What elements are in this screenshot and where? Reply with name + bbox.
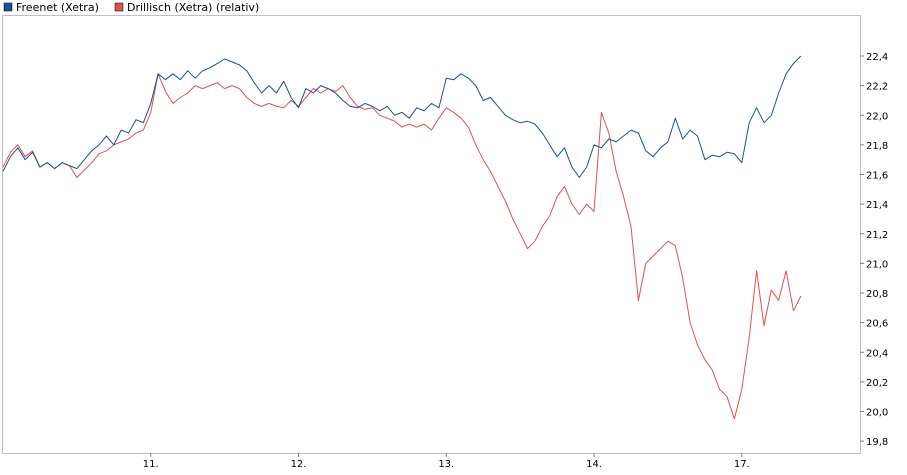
y-tick-label: 20,6 (866, 319, 888, 330)
x-tick-label: 13. (438, 459, 454, 470)
x-tick-label: 14. (586, 459, 602, 470)
y-tick-label: 19,8 (866, 437, 888, 448)
y-tick-label: 21,8 (866, 141, 888, 152)
legend-item-freenet[interactable]: Freenet (Xetra) (3, 1, 99, 14)
series-line-freenet (2, 55, 802, 178)
x-tick-label: 12. (291, 459, 307, 470)
legend-swatch-freenet (3, 2, 13, 12)
y-tick-label: 20,0 (866, 408, 888, 419)
y-tick-label: 21,6 (866, 171, 888, 182)
legend-swatch-drillisch (114, 2, 124, 12)
y-tick-label: 22,2 (866, 82, 888, 93)
y-tick-label: 21,4 (866, 200, 888, 211)
series-line-drillisch (2, 73, 802, 420)
legend-label-drillisch: Drillisch (Xetra) (relativ) (127, 1, 259, 14)
x-axis: 11. 12. 13. 14. 17. (143, 453, 750, 470)
x-tick-label: 11. (143, 459, 159, 470)
legend: Freenet (Xetra) Drillisch (Xetra) (relat… (3, 1, 259, 14)
y-axis: 22,4 22,2 22,0 21,8 21,6 21,4 21,2 21,0 20,8 20,6… (860, 52, 888, 448)
series-layer (2, 55, 802, 420)
x-tick-label: 17. (734, 459, 750, 470)
y-tick-label: 21,0 (866, 259, 888, 270)
y-tick-label: 20,2 (866, 378, 888, 389)
y-tick-label: 22,0 (866, 111, 888, 122)
y-tick-label: 22,4 (866, 52, 888, 63)
legend-label-freenet: Freenet (Xetra) (16, 1, 99, 14)
y-tick-label: 21,2 (866, 230, 888, 241)
y-tick-label: 20,4 (866, 348, 888, 359)
plot-area (2, 15, 861, 454)
legend-item-drillisch[interactable]: Drillisch (Xetra) (relativ) (114, 1, 259, 14)
y-tick-label: 20,8 (866, 289, 888, 300)
